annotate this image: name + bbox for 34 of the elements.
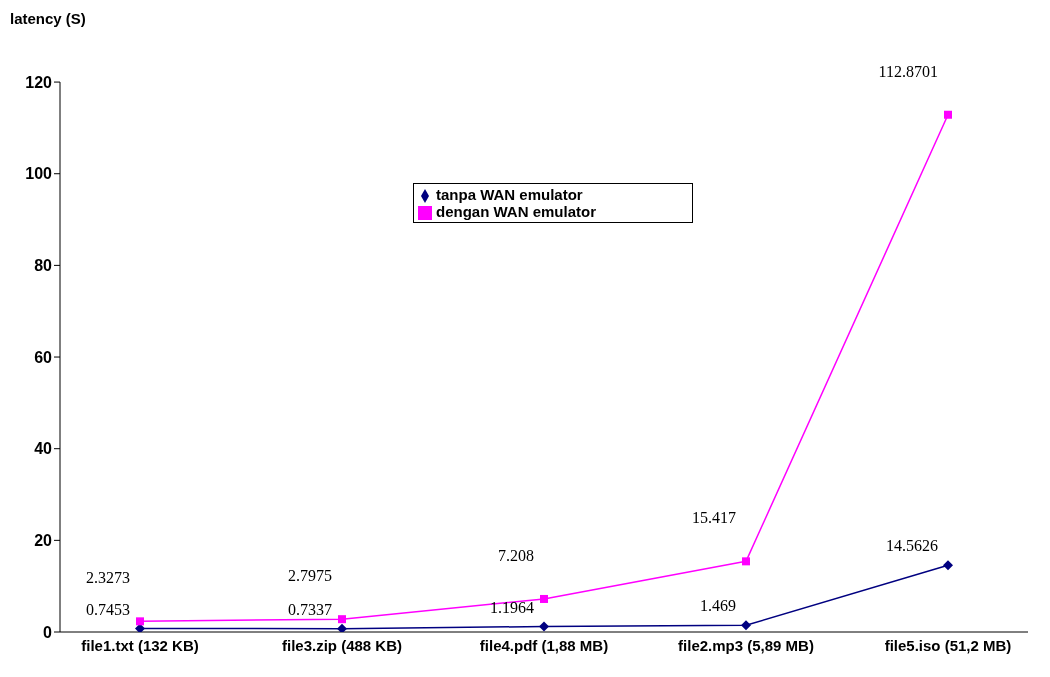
y-tick-label: 20: [34, 532, 53, 550]
point: [136, 617, 144, 626]
point: [944, 110, 952, 119]
y-axis-title: latency (S): [10, 10, 86, 27]
data-label: 0.7453: [86, 600, 130, 618]
point: [540, 594, 548, 603]
point: [742, 557, 750, 566]
y-tick-label: 40: [34, 440, 53, 458]
point: [943, 560, 953, 571]
point: [338, 615, 346, 624]
x-tick-label: file4.pdf (1,88 MB): [479, 636, 609, 654]
point: [337, 623, 347, 632]
y-tick-label: 120: [25, 73, 53, 91]
legend-label: tanpa WAN emulator: [436, 186, 583, 203]
data-label: 112.8701: [878, 62, 938, 80]
data-label: 2.7975: [288, 567, 332, 585]
y-tick-label: 60: [34, 348, 53, 366]
x-tick-label: file3.zip (488 KB): [281, 636, 403, 654]
data-label: 7.208: [498, 546, 534, 564]
data-label: 2.3273: [86, 569, 130, 587]
data-label: 1.469: [700, 597, 736, 615]
point: [539, 621, 549, 632]
data-label: 1.1964: [490, 598, 534, 616]
data-label: 15.417: [692, 509, 736, 527]
point: [741, 620, 751, 631]
y-tick-label: 0: [43, 623, 53, 641]
y-tick-label: 100: [25, 165, 53, 183]
x-tick-label: file5.iso (51,2 MB): [884, 636, 1012, 654]
legend-label: dengan WAN emulator: [436, 203, 597, 221]
data-label: 14.5626: [886, 537, 938, 555]
x-tick-label: file1.txt (132 KB): [81, 636, 199, 654]
y-tick-label: 80: [34, 257, 53, 275]
x-tick-label: file2.mp3 (5,89 MB): [678, 636, 814, 654]
data-label: 0.7337: [288, 600, 332, 618]
